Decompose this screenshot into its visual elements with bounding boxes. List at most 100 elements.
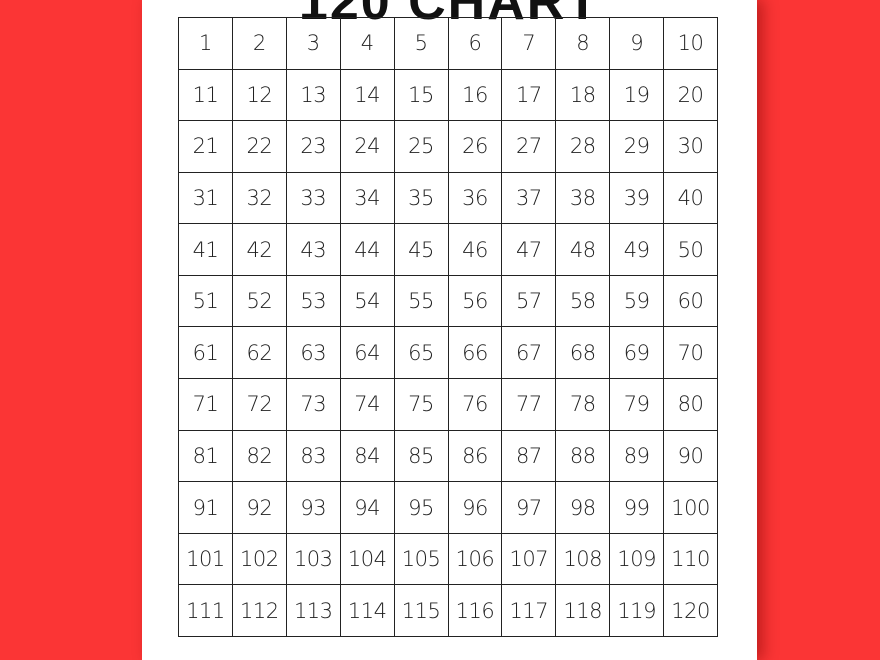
number-cell: 62 bbox=[232, 327, 287, 380]
number-cell: 71 bbox=[179, 379, 233, 431]
number-cell: 77 bbox=[502, 379, 557, 431]
number-cell: 113 bbox=[286, 585, 341, 637]
number-cell: 14 bbox=[340, 69, 395, 122]
number-cell: 63 bbox=[286, 327, 341, 380]
number-cell: 105 bbox=[394, 533, 449, 586]
number-cell: 116 bbox=[448, 585, 503, 637]
number-cell: 49 bbox=[610, 224, 665, 276]
number-cell: 44 bbox=[340, 224, 395, 276]
number-cell: 3 bbox=[286, 18, 341, 70]
number-cell: 45 bbox=[394, 224, 449, 276]
number-cell: 80 bbox=[664, 379, 718, 431]
number-cell: 97 bbox=[502, 482, 557, 534]
number-cell: 81 bbox=[179, 430, 233, 483]
number-cell: 64 bbox=[340, 327, 395, 380]
number-cell: 96 bbox=[448, 482, 503, 534]
number-cell: 101 bbox=[179, 533, 233, 586]
number-cell: 70 bbox=[664, 327, 718, 380]
number-cell: 19 bbox=[610, 69, 665, 122]
number-cell: 76 bbox=[448, 379, 503, 431]
title: 120 CHART bbox=[298, 0, 601, 31]
number-cell: 117 bbox=[502, 585, 557, 637]
number-cell: 40 bbox=[664, 172, 718, 225]
number-cell: 50 bbox=[664, 224, 718, 276]
number-cell: 37 bbox=[502, 172, 557, 225]
number-cell: 86 bbox=[448, 430, 503, 483]
number-cell: 16 bbox=[448, 69, 503, 122]
number-cell: 67 bbox=[502, 327, 557, 380]
number-cell: 84 bbox=[340, 430, 395, 483]
number-grid: 1 2 3 4 5 6 7 8 9 10 11 12 13 14 15 16 17 18 19 20 21 22 23 24 2… bbox=[178, 17, 718, 637]
number-cell: 21 bbox=[179, 121, 233, 173]
number-cell: 35 bbox=[394, 172, 449, 225]
number-cell: 87 bbox=[502, 430, 557, 483]
number-cell: 32 bbox=[232, 172, 287, 225]
number-cell: 107 bbox=[502, 533, 557, 586]
number-cell: 100 bbox=[664, 482, 718, 534]
number-cell: 34 bbox=[340, 172, 395, 225]
number-cell: 109 bbox=[610, 533, 665, 586]
number-cell: 20 bbox=[664, 69, 718, 122]
number-cell: 10 bbox=[664, 18, 718, 70]
number-cell: 24 bbox=[340, 121, 395, 173]
number-cell: 1 bbox=[179, 18, 233, 70]
number-cell: 6 bbox=[448, 18, 503, 70]
number-cell: 92 bbox=[232, 482, 287, 534]
number-cell: 51 bbox=[179, 275, 233, 328]
number-cell: 83 bbox=[286, 430, 341, 483]
number-cell: 31 bbox=[179, 172, 233, 225]
number-cell: 102 bbox=[232, 533, 287, 586]
number-cell: 43 bbox=[286, 224, 341, 276]
number-cell: 42 bbox=[232, 224, 287, 276]
number-cell: 8 bbox=[556, 18, 611, 70]
number-cell: 12 bbox=[232, 69, 287, 122]
number-cell: 7 bbox=[502, 18, 557, 70]
number-cell: 22 bbox=[232, 121, 287, 173]
number-cell: 13 bbox=[286, 69, 341, 122]
number-cell: 106 bbox=[448, 533, 503, 586]
number-cell: 54 bbox=[340, 275, 395, 328]
number-cell: 99 bbox=[610, 482, 665, 534]
number-cell: 48 bbox=[556, 224, 611, 276]
number-cell: 15 bbox=[394, 69, 449, 122]
number-cell: 27 bbox=[502, 121, 557, 173]
number-cell: 18 bbox=[556, 69, 611, 122]
number-cell: 4 bbox=[340, 18, 395, 70]
number-cell: 82 bbox=[232, 430, 287, 483]
number-cell: 111 bbox=[179, 585, 233, 637]
number-cell: 93 bbox=[286, 482, 341, 534]
number-cell: 52 bbox=[232, 275, 287, 328]
number-cell: 68 bbox=[556, 327, 611, 380]
number-cell: 79 bbox=[610, 379, 665, 431]
number-cell: 11 bbox=[179, 69, 233, 122]
number-cell: 75 bbox=[394, 379, 449, 431]
number-cell: 85 bbox=[394, 430, 449, 483]
number-cell: 104 bbox=[340, 533, 395, 586]
number-cell: 53 bbox=[286, 275, 341, 328]
number-cell: 2 bbox=[232, 18, 287, 70]
number-cell: 23 bbox=[286, 121, 341, 173]
number-cell: 69 bbox=[610, 327, 665, 380]
number-cell: 74 bbox=[340, 379, 395, 431]
number-cell: 103 bbox=[286, 533, 341, 586]
number-cell: 55 bbox=[394, 275, 449, 328]
number-cell: 115 bbox=[394, 585, 449, 637]
number-cell: 118 bbox=[556, 585, 611, 637]
number-cell: 28 bbox=[556, 121, 611, 173]
number-cell: 26 bbox=[448, 121, 503, 173]
number-cell: 91 bbox=[179, 482, 233, 534]
number-cell: 72 bbox=[232, 379, 287, 431]
number-cell: 78 bbox=[556, 379, 611, 431]
number-cell: 5 bbox=[394, 18, 449, 70]
number-cell: 120 bbox=[664, 585, 718, 637]
number-cell: 38 bbox=[556, 172, 611, 225]
number-cell: 90 bbox=[664, 430, 718, 483]
paper bbox=[142, 0, 757, 660]
number-cell: 95 bbox=[394, 482, 449, 534]
number-cell: 46 bbox=[448, 224, 503, 276]
number-cell: 110 bbox=[664, 533, 718, 586]
number-cell: 57 bbox=[502, 275, 557, 328]
number-cell: 17 bbox=[502, 69, 557, 122]
number-cell: 108 bbox=[556, 533, 611, 586]
